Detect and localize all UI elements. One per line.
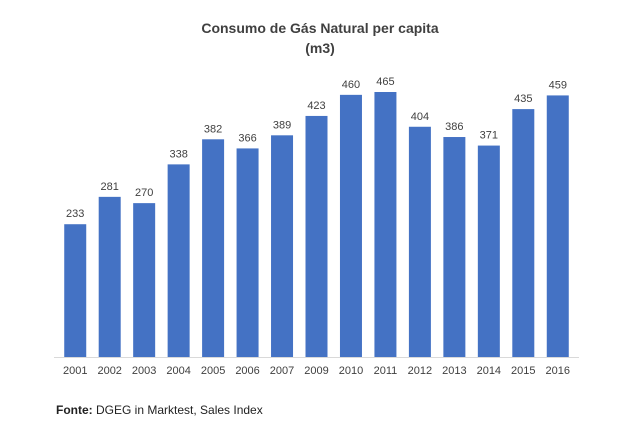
x-tick-label-2009: 2009: [304, 365, 328, 377]
value-label-2006: 366: [238, 132, 256, 144]
value-label-2001: 233: [66, 208, 84, 220]
x-tick-label-2007: 2007: [270, 365, 294, 377]
value-label-2012: 404: [411, 111, 429, 123]
bar-2003: [133, 203, 156, 357]
x-tick-label-2004: 2004: [166, 365, 190, 377]
x-tick-label-2001: 2001: [63, 365, 87, 377]
value-label-2010: 460: [342, 79, 360, 91]
x-tick-label-2011: 2011: [374, 365, 398, 377]
chart-subtitle: (m3): [305, 40, 335, 56]
bar-2005: [202, 139, 225, 357]
bar-2013: [443, 137, 466, 357]
bars-group: [64, 92, 569, 358]
value-label-2007: 389: [273, 119, 291, 131]
x-tick-label-2002: 2002: [97, 365, 121, 377]
x-tick-label-2005: 2005: [201, 365, 225, 377]
x-tick-label-2014: 2014: [477, 365, 501, 377]
value-label-2009: 423: [307, 100, 325, 112]
x-tick-label-2013: 2013: [442, 365, 466, 377]
value-label-2003: 270: [135, 187, 153, 199]
bar-2006: [236, 148, 259, 357]
value-labels-group: 233 281 270 338 382 366 389 423 460 465 404 386 371 4…: [66, 76, 567, 220]
x-tick-label-2016: 2016: [546, 365, 570, 377]
value-label-2014: 371: [480, 130, 498, 142]
x-tick-label-2015: 2015: [511, 365, 535, 377]
value-label-2013: 386: [445, 121, 463, 133]
x-tick-label-2006: 2006: [235, 365, 259, 377]
x-tick-labels-group: 2001 2002 2003 2004 2005 2006 2007 2009 2010 2011…: [63, 365, 570, 377]
bar-2004: [167, 164, 190, 357]
x-tick-label-2010: 2010: [339, 365, 363, 377]
bar-2014: [477, 145, 500, 357]
bar-2012: [408, 126, 431, 357]
x-tick-label-2003: 2003: [132, 365, 156, 377]
chart-title-block: Consumo de Gás Natural per capita (m3): [0, 18, 640, 58]
source-note: Fonte: DGEG in Marktest, Sales Index: [56, 403, 263, 417]
bar-2015: [512, 109, 535, 357]
bar-2001: [64, 224, 87, 357]
bar-2002: [98, 196, 121, 357]
chart-title: Consumo de Gás Natural per capita: [201, 20, 439, 36]
value-label-2002: 281: [101, 181, 119, 193]
value-label-2015: 435: [514, 93, 532, 105]
source-label: Fonte:: [56, 403, 93, 417]
source-text: DGEG in Marktest, Sales Index: [96, 403, 263, 417]
bar-2016: [546, 95, 569, 357]
bar-2010: [339, 94, 362, 358]
bar-2011: [374, 92, 397, 357]
value-label-2016: 459: [549, 79, 567, 91]
value-label-2004: 338: [169, 148, 187, 160]
x-tick-label-2012: 2012: [408, 365, 432, 377]
bar-2007: [271, 135, 294, 357]
value-label-2011: 465: [376, 76, 394, 88]
bar-2009: [305, 115, 328, 357]
value-label-2005: 382: [204, 123, 222, 135]
